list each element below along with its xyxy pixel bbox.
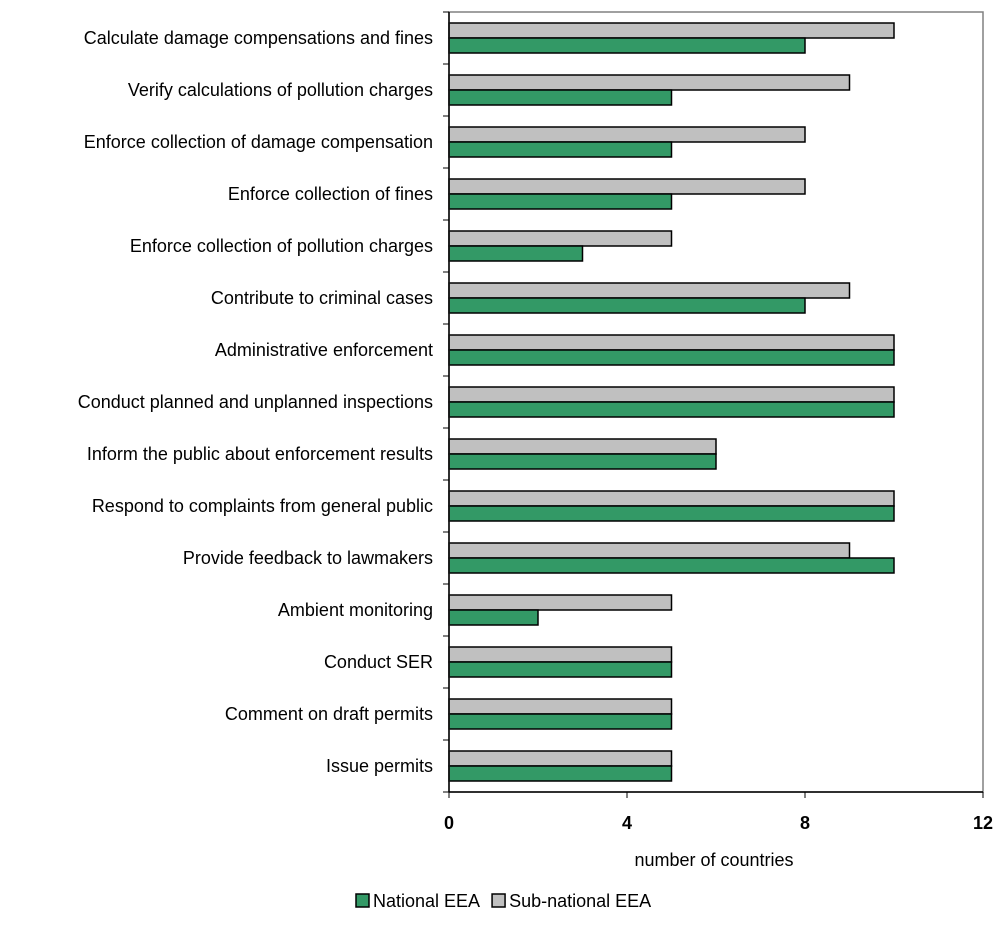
bar-sub-national-eea-14 [448,750,673,767]
bar-sub-national-eea-12 [448,646,673,663]
bar-national-eea-13 [448,713,673,730]
bar-sub-national-eea-5 [448,282,851,299]
axes-layer [443,11,984,798]
bar-national-eea-12 [448,661,673,678]
legend: National EEA Sub-national EEA [355,891,651,911]
legend-swatch [491,893,506,908]
bar-sub-national-eea-2 [448,126,806,143]
bar-sub-national-eea-13 [448,698,673,715]
bar-national-eea-0 [448,37,806,54]
bars-layer [448,22,895,782]
legend-label: National EEA [373,891,480,911]
bar-national-eea-10 [448,557,895,574]
bar-sub-national-eea-1 [448,74,851,91]
category-labels: Calculate damage compensations and fines… [78,28,433,776]
category-label: Enforce collection of damage compensatio… [84,132,433,152]
category-label: Ambient monitoring [278,600,433,620]
legend-swatch [355,893,370,908]
category-label: Issue permits [326,756,433,776]
category-label: Respond to complaints from general publi… [92,496,433,516]
bar-national-eea-1 [448,89,673,106]
category-label: Verify calculations of pollution charges [128,80,433,100]
category-label: Inform the public about enforcement resu… [87,444,433,464]
bar-national-eea-14 [448,765,673,782]
x-tick-label: 4 [622,813,632,833]
category-label: Conduct planned and unplanned inspection… [78,392,433,412]
bar-sub-national-eea-11 [448,594,673,611]
bar-sub-national-eea-7 [448,386,895,403]
bar-national-eea-8 [448,453,717,470]
x-tick-label: 12 [973,813,993,833]
bar-sub-national-eea-10 [448,542,851,559]
x-tick-label: 0 [444,813,454,833]
category-label: Enforce collection of pollution charges [130,236,433,256]
bar-sub-national-eea-3 [448,178,806,195]
legend-label: Sub-national EEA [509,891,651,911]
bar-national-eea-7 [448,401,895,418]
bar-national-eea-3 [448,193,673,210]
bar-sub-national-eea-6 [448,334,895,351]
bar-sub-national-eea-0 [448,22,895,39]
x-tick-labels: 0 4 8 12 [444,813,993,833]
bar-sub-national-eea-9 [448,490,895,507]
x-tick-label: 8 [800,813,810,833]
category-label: Enforce collection of fines [228,184,433,204]
category-label: Calculate damage compensations and fines [84,28,433,48]
bar-national-eea-5 [448,297,806,314]
bar-national-eea-2 [448,141,673,158]
category-label: Provide feedback to lawmakers [183,548,433,568]
bar-national-eea-9 [448,505,895,522]
category-label: Conduct SER [324,652,433,672]
bar-sub-national-eea-8 [448,438,717,455]
bar-national-eea-6 [448,349,895,366]
category-label: Contribute to criminal cases [211,288,433,308]
x-axis-title: number of countries [634,850,793,870]
bar-sub-national-eea-4 [448,230,673,247]
category-label: Administrative enforcement [215,340,433,360]
bar-national-eea-4 [448,245,584,262]
category-label: Comment on draft permits [225,704,433,724]
bar-national-eea-11 [448,609,539,626]
